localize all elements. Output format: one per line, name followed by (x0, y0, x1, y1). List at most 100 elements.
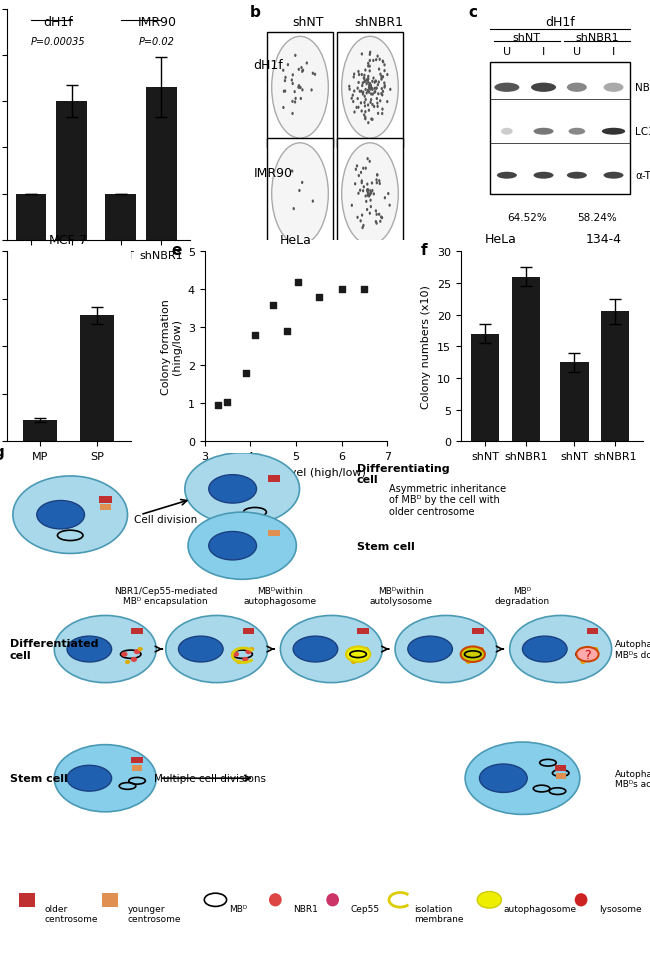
Circle shape (380, 93, 383, 96)
Point (222, 395, 233, 410)
Circle shape (389, 204, 391, 208)
Bar (358, 628, 369, 635)
Text: younger
centrosome: younger centrosome (127, 903, 181, 923)
Circle shape (292, 208, 295, 211)
Bar (560, 363, 589, 442)
Circle shape (384, 64, 385, 68)
Bar (57, 102, 87, 241)
Circle shape (369, 160, 371, 164)
Circle shape (383, 82, 385, 86)
Ellipse shape (577, 647, 599, 661)
Text: NBR1: NBR1 (293, 903, 318, 913)
Circle shape (370, 118, 372, 122)
Circle shape (364, 105, 366, 109)
Circle shape (352, 76, 355, 79)
Circle shape (357, 658, 363, 662)
Circle shape (242, 658, 248, 662)
Text: dH1f: dH1f (254, 58, 283, 71)
Text: I: I (612, 47, 615, 56)
Circle shape (362, 190, 364, 193)
Circle shape (374, 221, 377, 224)
Circle shape (382, 61, 384, 65)
Circle shape (367, 158, 369, 161)
Circle shape (359, 220, 362, 223)
Circle shape (367, 189, 370, 193)
Circle shape (364, 111, 367, 114)
Circle shape (301, 90, 304, 92)
Circle shape (370, 87, 372, 91)
Circle shape (368, 87, 370, 91)
Circle shape (370, 85, 372, 88)
Text: ?: ? (584, 648, 591, 661)
Circle shape (367, 104, 369, 108)
Ellipse shape (480, 764, 527, 793)
Circle shape (306, 62, 308, 66)
Text: Multiple cell divisions: Multiple cell divisions (154, 774, 266, 783)
FancyBboxPatch shape (337, 32, 403, 149)
Bar (20, 893, 35, 907)
Ellipse shape (209, 532, 257, 560)
Text: f: f (421, 242, 427, 257)
Text: LC3-II: LC3-II (635, 127, 650, 137)
Circle shape (354, 183, 356, 186)
Circle shape (300, 67, 303, 71)
Text: U: U (503, 47, 511, 56)
Circle shape (367, 90, 369, 93)
Circle shape (362, 225, 365, 228)
Circle shape (369, 193, 371, 196)
Ellipse shape (495, 84, 519, 92)
Point (337, 282, 347, 297)
Circle shape (370, 99, 372, 102)
Circle shape (363, 95, 366, 99)
Ellipse shape (37, 501, 84, 529)
Ellipse shape (534, 129, 554, 135)
Bar (556, 773, 566, 779)
Circle shape (361, 111, 363, 113)
Circle shape (365, 200, 367, 204)
Circle shape (372, 60, 374, 63)
Circle shape (370, 206, 372, 209)
Circle shape (382, 109, 383, 112)
Point (293, 274, 304, 290)
Circle shape (380, 75, 383, 79)
Bar (99, 504, 111, 511)
Circle shape (373, 91, 376, 94)
Circle shape (384, 197, 386, 200)
Circle shape (246, 649, 252, 655)
Circle shape (314, 73, 316, 77)
Circle shape (365, 168, 367, 171)
Circle shape (466, 660, 471, 664)
Circle shape (355, 169, 357, 172)
Circle shape (359, 190, 361, 193)
Circle shape (375, 59, 378, 62)
Bar (587, 628, 598, 635)
Point (268, 297, 278, 313)
Bar (268, 476, 280, 482)
Circle shape (291, 171, 293, 173)
Text: Stem cell: Stem cell (357, 541, 415, 551)
Circle shape (367, 191, 369, 193)
Text: b: b (250, 5, 261, 20)
Circle shape (284, 76, 287, 80)
Circle shape (360, 649, 367, 655)
Circle shape (352, 101, 354, 104)
Circle shape (358, 174, 360, 178)
Circle shape (378, 58, 381, 62)
Circle shape (376, 55, 379, 59)
Circle shape (351, 660, 356, 664)
Circle shape (590, 649, 595, 655)
Circle shape (369, 86, 371, 89)
Circle shape (311, 90, 313, 92)
Circle shape (291, 79, 293, 83)
Circle shape (364, 647, 369, 652)
Text: MBᴰ
degradation: MBᴰ degradation (495, 586, 550, 605)
Text: dH1f: dH1f (43, 16, 73, 30)
Ellipse shape (346, 647, 370, 662)
Point (359, 282, 370, 297)
Circle shape (363, 186, 365, 190)
Ellipse shape (67, 765, 112, 791)
Circle shape (365, 83, 368, 87)
Circle shape (298, 190, 300, 193)
Circle shape (378, 180, 380, 183)
Text: shNBR1: shNBR1 (354, 16, 403, 30)
